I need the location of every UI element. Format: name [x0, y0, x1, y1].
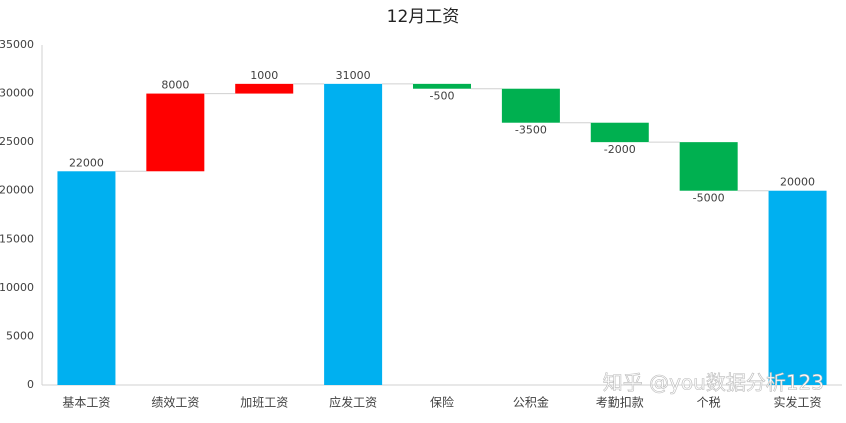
y-tick-label: 35000: [0, 38, 34, 51]
data-label: -500: [430, 90, 455, 103]
x-tick-label: 公积金: [513, 395, 549, 410]
x-tick-label: 基本工资: [62, 396, 110, 410]
y-tick-label: 15000: [0, 232, 34, 245]
bar: [590, 122, 649, 143]
data-label: 31000: [336, 69, 371, 82]
bar: [146, 93, 205, 172]
y-tick-label: 30000: [0, 87, 34, 100]
x-tick-label: 实发工资: [774, 395, 822, 410]
data-label: -3500: [515, 124, 547, 137]
x-tick-label: 绩效工资: [151, 395, 199, 410]
data-label: 8000: [161, 79, 189, 92]
bar: [768, 190, 827, 385]
x-tick-label: 应发工资: [329, 395, 377, 410]
chart-title: 12月工资: [387, 7, 460, 27]
x-tick-label: 个税: [697, 396, 721, 410]
y-tick-label: 25000: [0, 135, 34, 148]
bar: [235, 83, 294, 94]
bar: [324, 83, 383, 385]
bar: [501, 88, 560, 123]
data-label: -5000: [693, 192, 725, 205]
data-label: -2000: [604, 143, 636, 156]
x-tick-label: 考勤扣款: [596, 396, 644, 410]
watermark: 知乎 @you数据分析123: [603, 371, 824, 395]
data-label: 20000: [780, 176, 815, 189]
x-tick-label: 加班工资: [240, 396, 288, 410]
data-label: 22000: [69, 156, 104, 169]
y-tick-label: 5000: [6, 329, 34, 342]
bar: [679, 142, 738, 191]
y-tick-label: 0: [27, 378, 34, 391]
y-tick-label: 20000: [0, 184, 34, 197]
bar: [413, 83, 471, 89]
y-tick-label: 10000: [0, 281, 34, 294]
data-label: 1000: [250, 69, 278, 82]
bar: [57, 171, 116, 385]
x-tick-label: 保险: [430, 395, 454, 410]
